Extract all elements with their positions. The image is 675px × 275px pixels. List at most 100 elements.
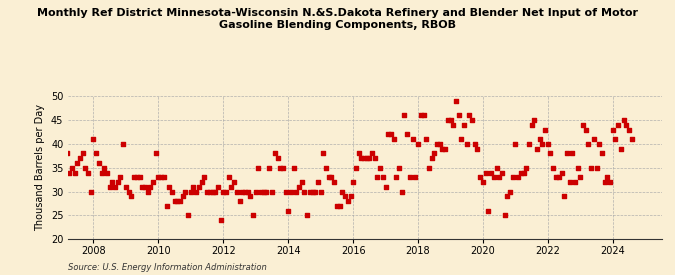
Point bbox=[110, 185, 121, 189]
Point bbox=[496, 170, 507, 175]
Point bbox=[467, 118, 478, 122]
Point bbox=[115, 175, 126, 180]
Point bbox=[180, 189, 191, 194]
Point bbox=[142, 189, 153, 194]
Point bbox=[202, 189, 213, 194]
Point bbox=[121, 185, 132, 189]
Point bbox=[461, 142, 472, 146]
Point bbox=[74, 156, 85, 160]
Point bbox=[310, 189, 321, 194]
Point bbox=[535, 137, 545, 141]
Point bbox=[245, 194, 256, 199]
Point bbox=[380, 185, 391, 189]
Point bbox=[86, 189, 97, 194]
Point bbox=[423, 166, 434, 170]
Point bbox=[494, 175, 505, 180]
Point bbox=[323, 175, 334, 180]
Point bbox=[242, 189, 253, 194]
Point bbox=[594, 142, 605, 146]
Point bbox=[575, 175, 586, 180]
Point bbox=[145, 185, 156, 189]
Point bbox=[402, 132, 412, 137]
Point bbox=[221, 189, 232, 194]
Point bbox=[205, 189, 215, 194]
Point bbox=[331, 204, 342, 208]
Point bbox=[218, 189, 229, 194]
Point bbox=[58, 132, 69, 137]
Point bbox=[329, 180, 340, 184]
Text: Source: U.S. Energy Information Administration: Source: U.S. Energy Information Administ… bbox=[68, 263, 266, 272]
Point bbox=[518, 170, 529, 175]
Point bbox=[321, 166, 331, 170]
Point bbox=[283, 208, 294, 213]
Point bbox=[178, 194, 188, 199]
Point bbox=[188, 185, 199, 189]
Point bbox=[232, 189, 242, 194]
Point bbox=[605, 180, 616, 184]
Point bbox=[391, 175, 402, 180]
Point bbox=[105, 185, 115, 189]
Point bbox=[488, 175, 499, 180]
Text: Monthly Ref District Minnesota-Wisconsin N.&S.Dakota Refinery and Blender Net In: Monthly Ref District Minnesota-Wisconsin… bbox=[37, 8, 638, 30]
Point bbox=[445, 118, 456, 122]
Point bbox=[313, 180, 323, 184]
Point bbox=[570, 180, 580, 184]
Point bbox=[299, 189, 310, 194]
Point bbox=[229, 180, 240, 184]
Point bbox=[261, 189, 272, 194]
Point bbox=[199, 175, 210, 180]
Point bbox=[186, 189, 196, 194]
Point bbox=[226, 185, 237, 189]
Point bbox=[486, 170, 497, 175]
Point bbox=[520, 166, 531, 170]
Point bbox=[123, 189, 134, 194]
Point bbox=[572, 166, 583, 170]
Point bbox=[275, 166, 286, 170]
Point bbox=[318, 151, 329, 156]
Point bbox=[196, 180, 207, 184]
Point bbox=[529, 118, 539, 122]
Point bbox=[340, 194, 350, 199]
Point bbox=[70, 170, 80, 175]
Point bbox=[431, 142, 442, 146]
Point bbox=[137, 185, 148, 189]
Point bbox=[526, 123, 537, 127]
Point bbox=[102, 170, 113, 175]
Point bbox=[478, 180, 489, 184]
Point bbox=[272, 156, 283, 160]
Point bbox=[548, 166, 559, 170]
Point bbox=[237, 189, 248, 194]
Point bbox=[562, 151, 572, 156]
Point bbox=[80, 166, 90, 170]
Point bbox=[234, 199, 245, 203]
Point bbox=[348, 180, 358, 184]
Point bbox=[367, 151, 377, 156]
Point bbox=[326, 175, 337, 180]
Point bbox=[375, 166, 385, 170]
Point bbox=[334, 204, 345, 208]
Point bbox=[556, 170, 567, 175]
Point bbox=[412, 142, 423, 146]
Point bbox=[345, 194, 356, 199]
Point bbox=[304, 189, 315, 194]
Point bbox=[191, 189, 202, 194]
Point bbox=[504, 189, 515, 194]
Point bbox=[118, 142, 129, 146]
Point bbox=[532, 147, 543, 151]
Point bbox=[404, 175, 415, 180]
Point bbox=[578, 123, 589, 127]
Point bbox=[63, 170, 74, 175]
Point bbox=[429, 151, 439, 156]
Point bbox=[491, 166, 502, 170]
Point bbox=[418, 113, 429, 117]
Point bbox=[126, 194, 137, 199]
Point bbox=[210, 189, 221, 194]
Point bbox=[161, 204, 172, 208]
Point bbox=[167, 189, 178, 194]
Point bbox=[364, 156, 375, 160]
Point bbox=[286, 189, 296, 194]
Point bbox=[240, 189, 250, 194]
Point bbox=[608, 127, 618, 132]
Point bbox=[277, 166, 288, 170]
Point bbox=[96, 170, 107, 175]
